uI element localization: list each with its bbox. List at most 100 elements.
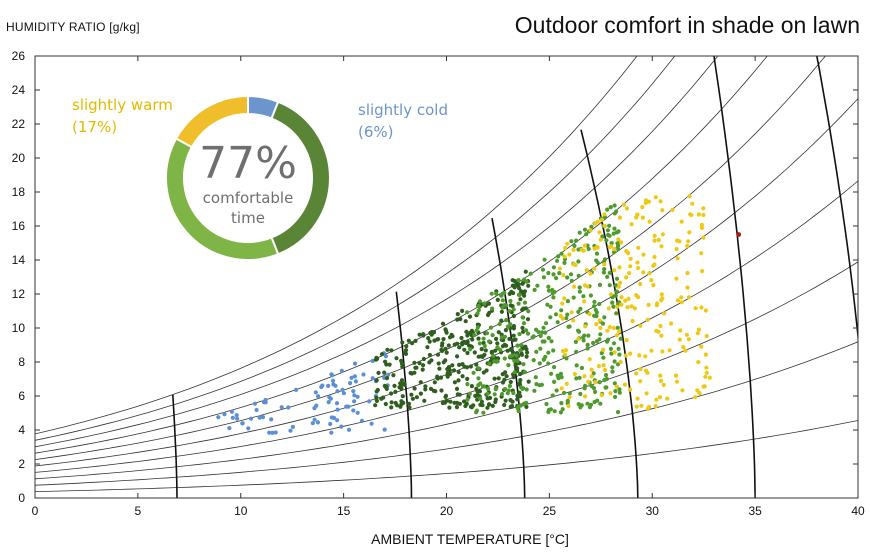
point-2-107 [601, 270, 607, 275]
rh-curve-90 [35, 56, 676, 441]
x-tick-label-15: 15 [337, 504, 351, 518]
point-2-221 [500, 391, 505, 397]
point-1-98 [456, 369, 461, 375]
point-2-269 [502, 303, 507, 308]
point-0-57 [254, 407, 259, 413]
point-0-44 [382, 427, 387, 432]
point-2-193 [541, 275, 547, 280]
point-3-104 [619, 302, 624, 307]
point-2-37 [482, 343, 487, 349]
y-tick-label-4: 4 [18, 423, 25, 437]
point-3-113 [652, 254, 657, 260]
point-2-253 [610, 300, 615, 305]
point-3-178 [699, 305, 704, 310]
x-tick-label-5: 5 [135, 504, 142, 518]
point-3-44 [649, 348, 654, 353]
point-2-270 [475, 325, 480, 330]
point-3-157 [586, 379, 591, 384]
point-3-28 [658, 373, 663, 378]
point-2-72 [546, 284, 551, 289]
point-1-283 [441, 360, 446, 365]
slightly-cold-label: slightly cold [358, 101, 448, 119]
point-1-236 [518, 297, 523, 302]
point-3-177 [607, 245, 612, 250]
y-tick-label-8: 8 [18, 355, 25, 369]
point-2-171 [540, 267, 546, 272]
point-1-175 [403, 348, 409, 353]
point-2-125 [586, 333, 591, 338]
point-2-96 [522, 300, 528, 305]
point-2-20 [577, 230, 582, 235]
point-2-190 [576, 329, 582, 334]
point-1-364 [511, 333, 516, 338]
point-0-38 [346, 427, 352, 432]
point-1-167 [462, 347, 467, 352]
point-3-78 [687, 230, 692, 235]
point-3-33 [582, 243, 587, 248]
point-2-118 [516, 278, 521, 283]
point-1-257 [500, 344, 506, 349]
y-tick-label-16: 16 [12, 219, 26, 233]
point-1-13 [417, 332, 422, 337]
point-1-214 [435, 374, 440, 379]
point-1-355 [410, 396, 415, 401]
point-2-296 [551, 348, 556, 353]
point-1-306 [429, 330, 434, 335]
point-1-266 [401, 400, 406, 405]
point-1-379 [426, 336, 431, 341]
point-0-37 [260, 415, 266, 420]
point-1-212 [465, 333, 470, 338]
point-2-57 [555, 320, 560, 325]
point-1-288 [436, 361, 441, 366]
point-2-140 [592, 299, 597, 304]
point-2-281 [576, 259, 581, 264]
point-0-19 [328, 396, 333, 401]
point-2-103 [481, 336, 486, 341]
point-1-99 [432, 380, 437, 385]
point-2-303 [521, 362, 526, 367]
point-1-188 [389, 348, 394, 353]
point-1-115 [452, 400, 457, 405]
point-0-33 [335, 389, 340, 394]
point-3-195 [593, 380, 598, 385]
point-1-216 [429, 358, 434, 363]
point-1-317 [487, 402, 492, 407]
point-3-85 [658, 199, 663, 204]
point-2-310 [552, 289, 557, 295]
point-2-307 [576, 273, 581, 278]
point-2-294 [604, 376, 610, 382]
point-2-83 [532, 388, 537, 393]
point-2-200 [602, 315, 607, 320]
point-1-270 [444, 350, 449, 355]
y-tick-label-22: 22 [12, 117, 26, 131]
point-3-212 [693, 395, 698, 400]
point-1-185 [499, 309, 504, 314]
point-0-2 [351, 408, 356, 413]
point-2-311 [533, 375, 538, 380]
point-1-321 [375, 356, 380, 361]
point-3-153 [589, 374, 594, 379]
point-3-175 [679, 295, 684, 300]
point-2-28 [542, 257, 547, 262]
point-3-82 [654, 397, 659, 402]
point-3-49 [561, 273, 566, 278]
point-2-160 [505, 324, 510, 329]
point-3-123 [562, 296, 567, 301]
point-0-23 [267, 430, 272, 435]
comfort-boundary-1 [172, 394, 178, 498]
point-1-151 [510, 304, 515, 309]
point-1-173 [470, 337, 475, 342]
point-2-116 [491, 353, 496, 359]
point-1-129 [457, 362, 462, 367]
point-1-252 [447, 372, 452, 377]
point-1-166 [517, 390, 522, 395]
point-1-239 [455, 312, 460, 317]
point-3-5 [658, 323, 663, 329]
point-2-4 [534, 349, 539, 354]
point-3-29 [612, 247, 617, 252]
point-3-116 [606, 306, 611, 311]
point-2-86 [607, 233, 612, 238]
point-0-28 [352, 393, 357, 398]
point-2-49 [546, 335, 551, 341]
point-3-173 [669, 321, 674, 326]
